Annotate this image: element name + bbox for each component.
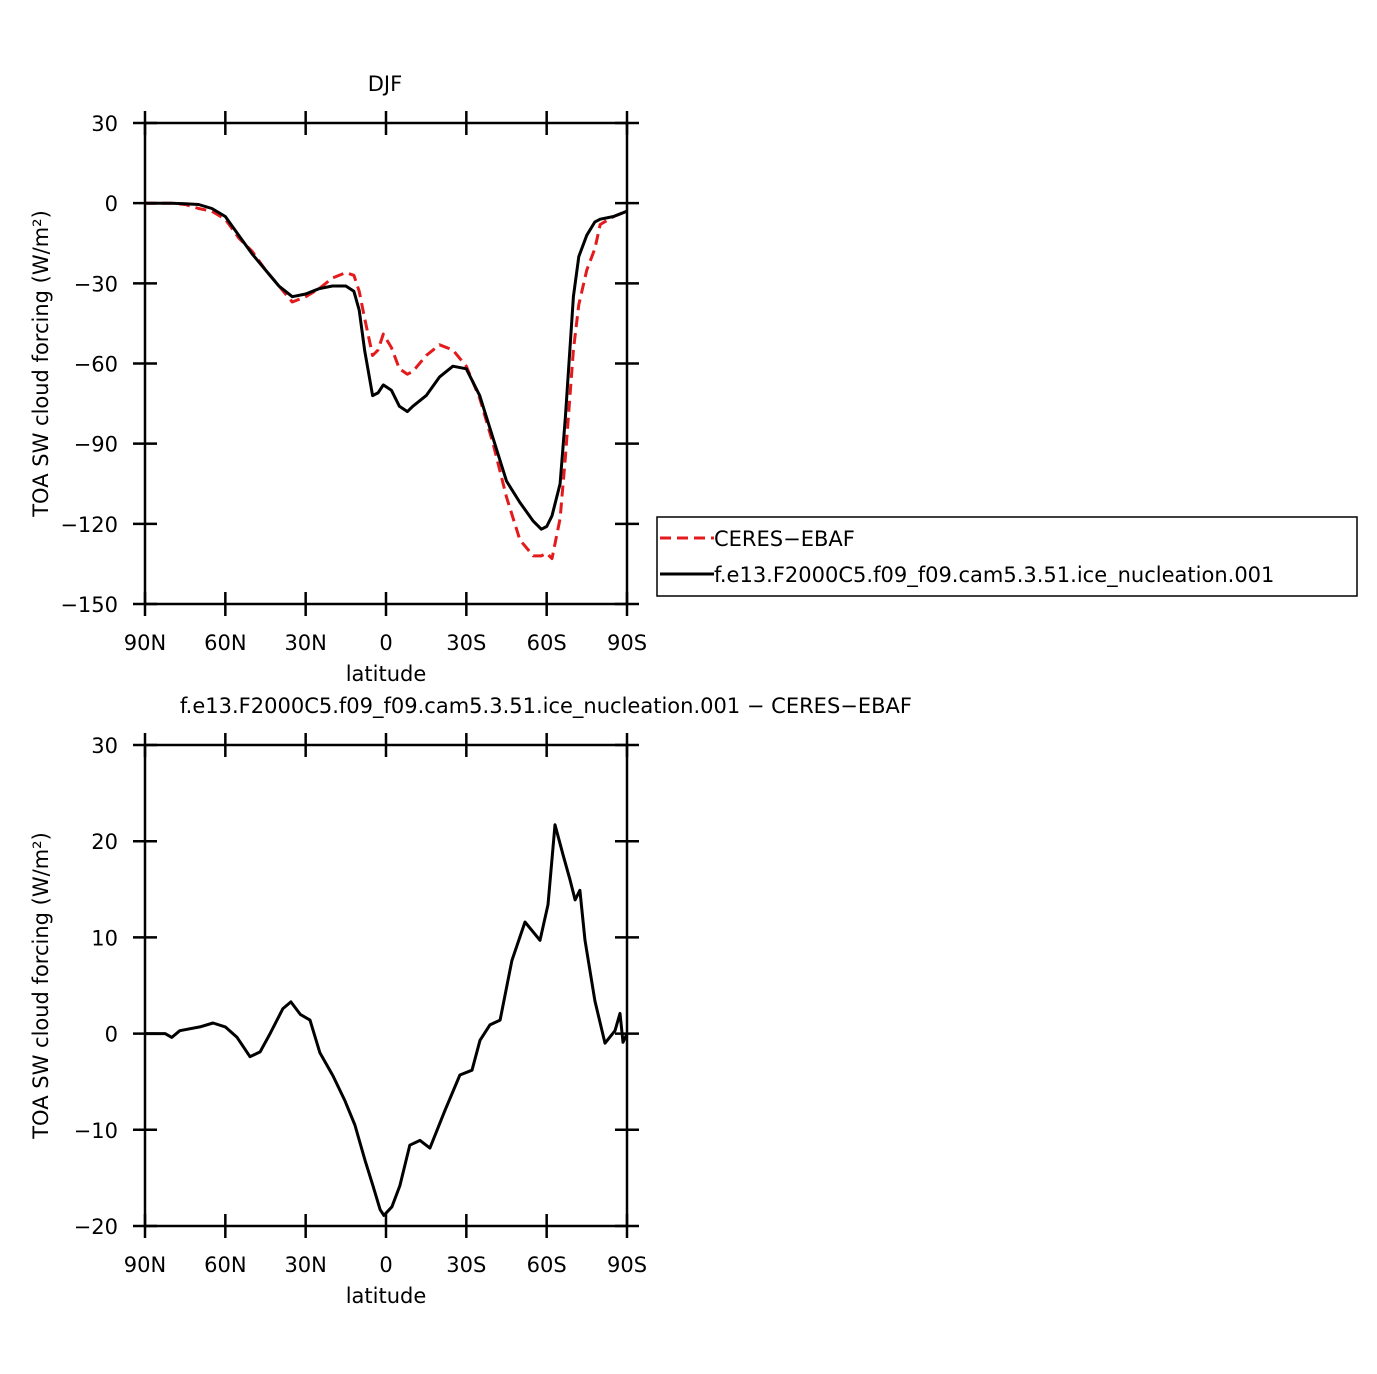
plot-frame bbox=[143, 743, 629, 1228]
x-tick-label: 90S bbox=[607, 1253, 647, 1277]
x-tick-label: 0 bbox=[379, 1253, 392, 1277]
y-tick-label: −90 bbox=[74, 433, 118, 457]
x-tick-label: 60S bbox=[527, 631, 567, 655]
x-tick-label: 60N bbox=[204, 631, 246, 655]
x-tick-label: 90S bbox=[607, 631, 647, 655]
y-tick-label: 10 bbox=[91, 926, 118, 950]
y-tick-label: 0 bbox=[105, 1023, 118, 1047]
data-line bbox=[145, 201, 628, 531]
y-axis-label: TOA SW cloud forcing (W/m²) bbox=[29, 210, 53, 518]
y-tick-label: 30 bbox=[91, 112, 118, 136]
legend-label: CERES−EBAF bbox=[714, 527, 855, 551]
y-axis-label: TOA SW cloud forcing (W/m²) bbox=[29, 832, 53, 1140]
legend-box bbox=[656, 516, 1358, 597]
legend-label: f.e13.F2000C5.f09_f09.cam5.3.51.ice_nucl… bbox=[714, 563, 1274, 588]
y-tick-label: −150 bbox=[60, 593, 118, 617]
y-tick-label: −30 bbox=[74, 272, 118, 296]
x-axis-label: latitude bbox=[346, 662, 427, 686]
y-tick-label: 0 bbox=[105, 192, 118, 216]
x-tick-label: 30S bbox=[446, 631, 486, 655]
y-tick-label: −20 bbox=[74, 1215, 118, 1239]
y-tick-label: −120 bbox=[60, 513, 118, 537]
x-tick-label: 90N bbox=[124, 631, 166, 655]
x-tick-label: 90N bbox=[124, 1253, 166, 1277]
chart-title: DJF bbox=[368, 72, 402, 96]
y-tick-label: 30 bbox=[91, 734, 118, 758]
x-tick-label: 0 bbox=[379, 631, 392, 655]
chart-title: f.e13.F2000C5.f09_f09.cam5.3.51.ice_nucl… bbox=[180, 694, 912, 719]
x-tick-label: 30S bbox=[446, 1253, 486, 1277]
y-tick-label: −10 bbox=[74, 1119, 118, 1143]
x-tick-label: 60S bbox=[527, 1253, 567, 1277]
x-tick-label: 60N bbox=[204, 1253, 246, 1277]
plot-frame bbox=[143, 121, 629, 606]
x-axis-label: latitude bbox=[346, 1284, 427, 1308]
y-tick-label: 20 bbox=[91, 830, 118, 854]
y-tick-label: −60 bbox=[74, 353, 118, 377]
x-tick-label: 30N bbox=[284, 631, 326, 655]
data-line bbox=[145, 823, 629, 1217]
x-tick-label: 30N bbox=[284, 1253, 326, 1277]
